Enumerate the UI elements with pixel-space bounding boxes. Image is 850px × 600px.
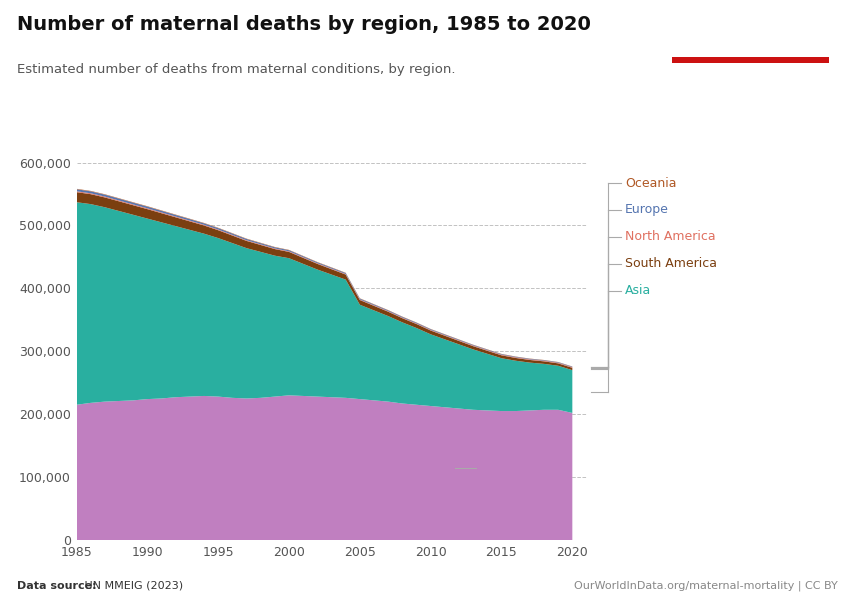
- Text: Our World: Our World: [718, 19, 782, 29]
- Text: North America: North America: [625, 230, 716, 244]
- Text: Oceania: Oceania: [625, 176, 677, 190]
- Text: Number of maternal deaths by region, 1985 to 2020: Number of maternal deaths by region, 198…: [17, 15, 591, 34]
- Text: OurWorldInData.org/maternal-mortality | CC BY: OurWorldInData.org/maternal-mortality | …: [574, 581, 837, 591]
- Text: Estimated number of deaths from maternal conditions, by region.: Estimated number of deaths from maternal…: [17, 63, 456, 76]
- Text: Asia: Asia: [625, 284, 651, 298]
- Text: UN MMEIG (2023): UN MMEIG (2023): [81, 581, 183, 591]
- Bar: [672, 56, 829, 63]
- Text: in Data: in Data: [728, 35, 773, 46]
- Text: Europe: Europe: [625, 203, 669, 217]
- Text: Data source:: Data source:: [17, 581, 97, 591]
- Text: South America: South America: [625, 257, 717, 271]
- Text: Africa: Africa: [484, 461, 524, 475]
